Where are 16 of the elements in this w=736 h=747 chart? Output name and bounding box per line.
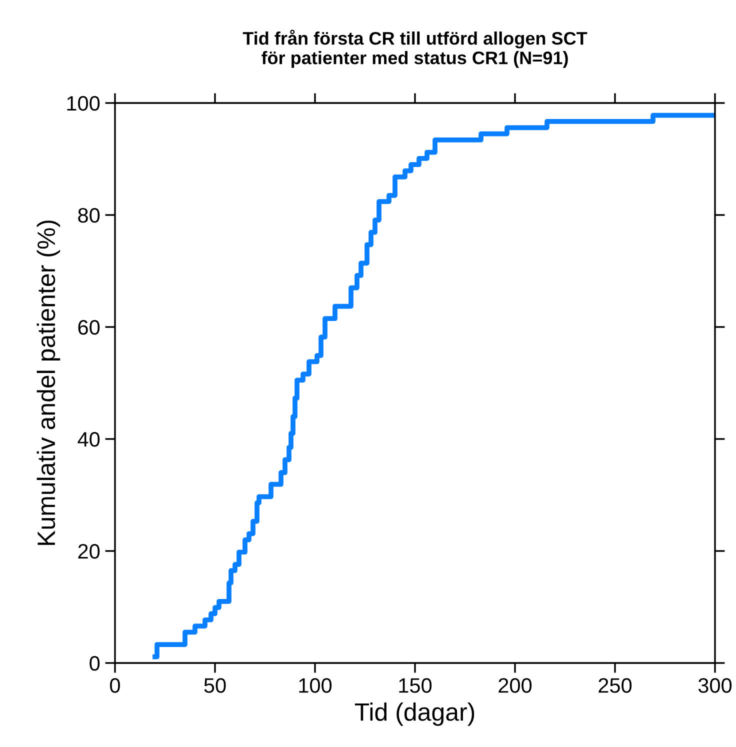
y-tick-label: 20 <box>78 544 100 559</box>
x-tick-label: 100 <box>299 678 332 693</box>
x-tick-label: 250 <box>598 678 632 693</box>
y-tick-label: 0 <box>90 656 100 671</box>
x-tick-label: 0 <box>110 678 120 693</box>
y-tick-label: 100 <box>67 96 100 111</box>
x-tick-label: 300 <box>698 678 732 693</box>
y-axis-title: Kumulativ andel patienter (%) <box>36 220 60 545</box>
x-tick-label: 200 <box>498 678 532 693</box>
y-tick-label: 60 <box>78 320 100 335</box>
x-tick-label: 150 <box>399 678 432 693</box>
y-tick-label: 80 <box>78 208 100 223</box>
x-axis-title: Tid (dagar) <box>354 702 474 726</box>
x-tick-label: 50 <box>204 678 226 693</box>
y-tick-label: 40 <box>78 432 100 447</box>
chart-title: Tid från första CR till utförd allogen SCT för patienter med status CR1 (N=91) <box>242 30 588 68</box>
